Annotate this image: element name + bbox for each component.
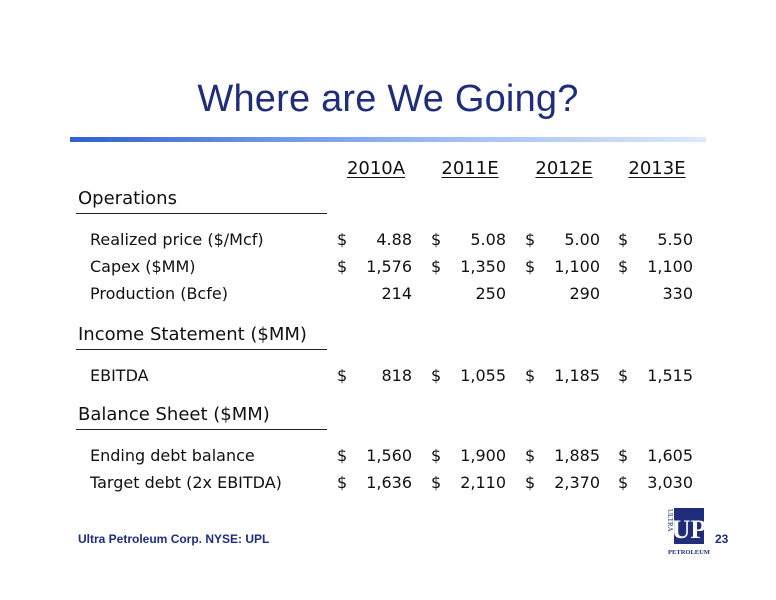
cell-value: 2,110: [460, 473, 506, 492]
cell-value: 3,030: [647, 473, 693, 492]
ultra-petroleum-logo: ULTRA UP PETROLEUM: [660, 505, 710, 560]
column-header-2013: 2013E: [628, 158, 686, 179]
cell-value: 1,350: [460, 257, 506, 276]
row-label: Ending debt balance: [90, 446, 255, 465]
dollar-sign: $: [618, 230, 629, 249]
cell-value: 1,900: [460, 446, 506, 465]
dollar-sign: $: [337, 446, 348, 465]
dollar-sign: $: [618, 257, 629, 276]
dollar-sign: $: [525, 473, 536, 492]
row-label: EBITDA: [90, 366, 149, 385]
page-number: 23: [715, 532, 729, 546]
section-rule: [76, 349, 327, 350]
cell-value: 1,100: [647, 257, 693, 276]
slide-title: Where are We Going?: [197, 78, 579, 120]
logo-top-text: ULTRA: [666, 509, 674, 532]
dollar-sign: $: [431, 230, 442, 249]
section-rule: [76, 213, 327, 214]
dollar-sign: $: [431, 473, 442, 492]
row-label: Production (Bcfe): [90, 284, 228, 303]
cell-value: 2,370: [554, 473, 600, 492]
cell-value: 1,100: [554, 257, 600, 276]
cell-value: 5.00: [564, 230, 600, 249]
dollar-sign: $: [525, 230, 536, 249]
cell-value: 1,885: [554, 446, 600, 465]
column-header-2011: 2011E: [441, 158, 499, 179]
cell-value: 5.50: [657, 230, 693, 249]
row-label: Capex ($MM): [90, 257, 196, 276]
dollar-sign: $: [337, 230, 348, 249]
row-label: Realized price ($/Mcf): [90, 230, 264, 249]
cell-value: 1,185: [554, 366, 600, 385]
dollar-sign: $: [618, 473, 629, 492]
cell-value: 1,055: [460, 366, 506, 385]
column-header-2010: 2010A: [346, 158, 406, 179]
cell-value: 1,560: [366, 446, 412, 465]
dollar-sign: $: [337, 366, 348, 385]
cell-value: 1,605: [647, 446, 693, 465]
column-header-2012: 2012E: [535, 158, 593, 179]
dollar-sign: $: [525, 446, 536, 465]
cell-value: 4.88: [376, 230, 412, 249]
cell-value: 214: [381, 284, 412, 303]
dollar-sign: $: [431, 366, 442, 385]
dollar-sign: $: [337, 257, 348, 276]
cell-value: 1,576: [366, 257, 412, 276]
title-underline: [70, 137, 706, 142]
dollar-sign: $: [431, 446, 442, 465]
cell-value: 1,636: [366, 473, 412, 492]
dollar-sign: $: [337, 473, 348, 492]
dollar-sign: $: [525, 366, 536, 385]
logo-mark-text: UP: [672, 515, 707, 544]
cell-value: 250: [475, 284, 506, 303]
dollar-sign: $: [525, 257, 536, 276]
logo-mark-bg: [674, 508, 704, 544]
cell-value: 330: [662, 284, 693, 303]
row-label: Target debt (2x EBITDA): [90, 473, 282, 492]
section-rule: [76, 429, 327, 430]
cell-value: 290: [569, 284, 600, 303]
section-income-statement: Income Statement ($MM): [78, 324, 307, 345]
section-operations: Operations: [78, 188, 177, 209]
cell-value: 1,515: [647, 366, 693, 385]
cell-value: 818: [381, 366, 412, 385]
dollar-sign: $: [618, 446, 629, 465]
dollar-sign: $: [431, 257, 442, 276]
cell-value: 5.08: [470, 230, 506, 249]
section-balance-sheet: Balance Sheet ($MM): [78, 404, 270, 425]
footer-company: Ultra Petroleum Corp. NYSE: UPL: [78, 532, 270, 546]
logo-bottom-text: PETROLEUM: [668, 549, 710, 556]
dollar-sign: $: [618, 366, 629, 385]
